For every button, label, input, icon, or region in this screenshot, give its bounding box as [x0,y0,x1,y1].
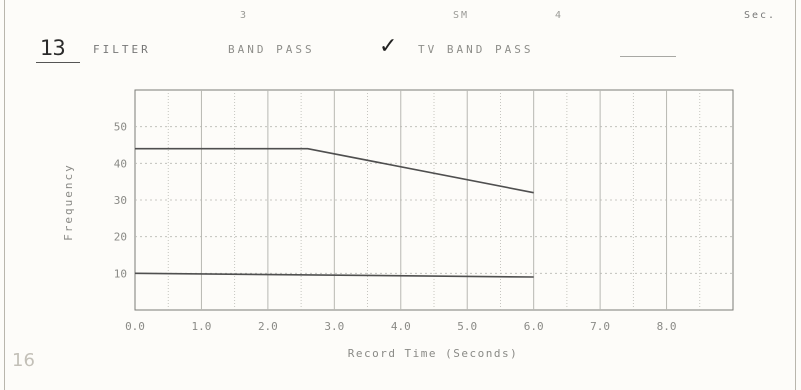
y-tick-label: 10 [114,267,127,280]
band-pass-option: BAND PASS [228,43,315,56]
x-tick-label: 2.0 [258,320,278,333]
series-line-2 [134,272,534,278]
top-field-1: 3 [240,10,249,21]
x-tick-label: 3.0 [324,320,344,333]
card-border-left [4,0,5,390]
top-field-3: 4 [555,10,564,21]
x-tick-label: 8.0 [657,320,677,333]
blank-entry-line [620,56,676,57]
y-tick-label: 20 [114,231,127,244]
y-tick-label: 30 [114,194,127,207]
corner-mark: 16 [12,350,35,371]
header-top-row: 3 SM 4 Sec. [0,4,801,28]
top-field-2: SM [453,10,470,21]
tv-band-pass-option: TV BAND PASS [418,43,534,56]
x-tick-label: 7.0 [590,320,610,333]
x-tick-label: 5.0 [457,320,477,333]
y-axis-label: Frequency [62,163,75,241]
y-tick-label: 40 [114,157,127,170]
filter-number-underline [36,62,80,63]
y-tick-label: 50 [114,121,127,134]
card-border-right [795,0,796,390]
filter-label: FILTER [93,43,151,56]
filter-row: 13 FILTER BAND PASS ✓ TV BAND PASS [0,30,801,70]
x-tick-label: 4.0 [391,320,411,333]
chart-lines [134,147,534,278]
check-mark-icon: ✓ [379,34,398,59]
x-tick-label: 1.0 [192,320,212,333]
top-field-4: Sec. [744,10,777,21]
filter-number: 13 [40,36,66,60]
x-tick-label: 6.0 [524,320,544,333]
chart-ticks: 0.0 1.0 2.0 3.0 4.0 5.0 6.0 7.0 8.0 10 20 30 40 50 [114,121,677,333]
chart-grid [134,89,734,311]
series-line-1 [135,147,534,194]
x-axis-label: Record Time (Seconds) [348,347,519,360]
x-tick-label: 0.0 [125,320,145,333]
